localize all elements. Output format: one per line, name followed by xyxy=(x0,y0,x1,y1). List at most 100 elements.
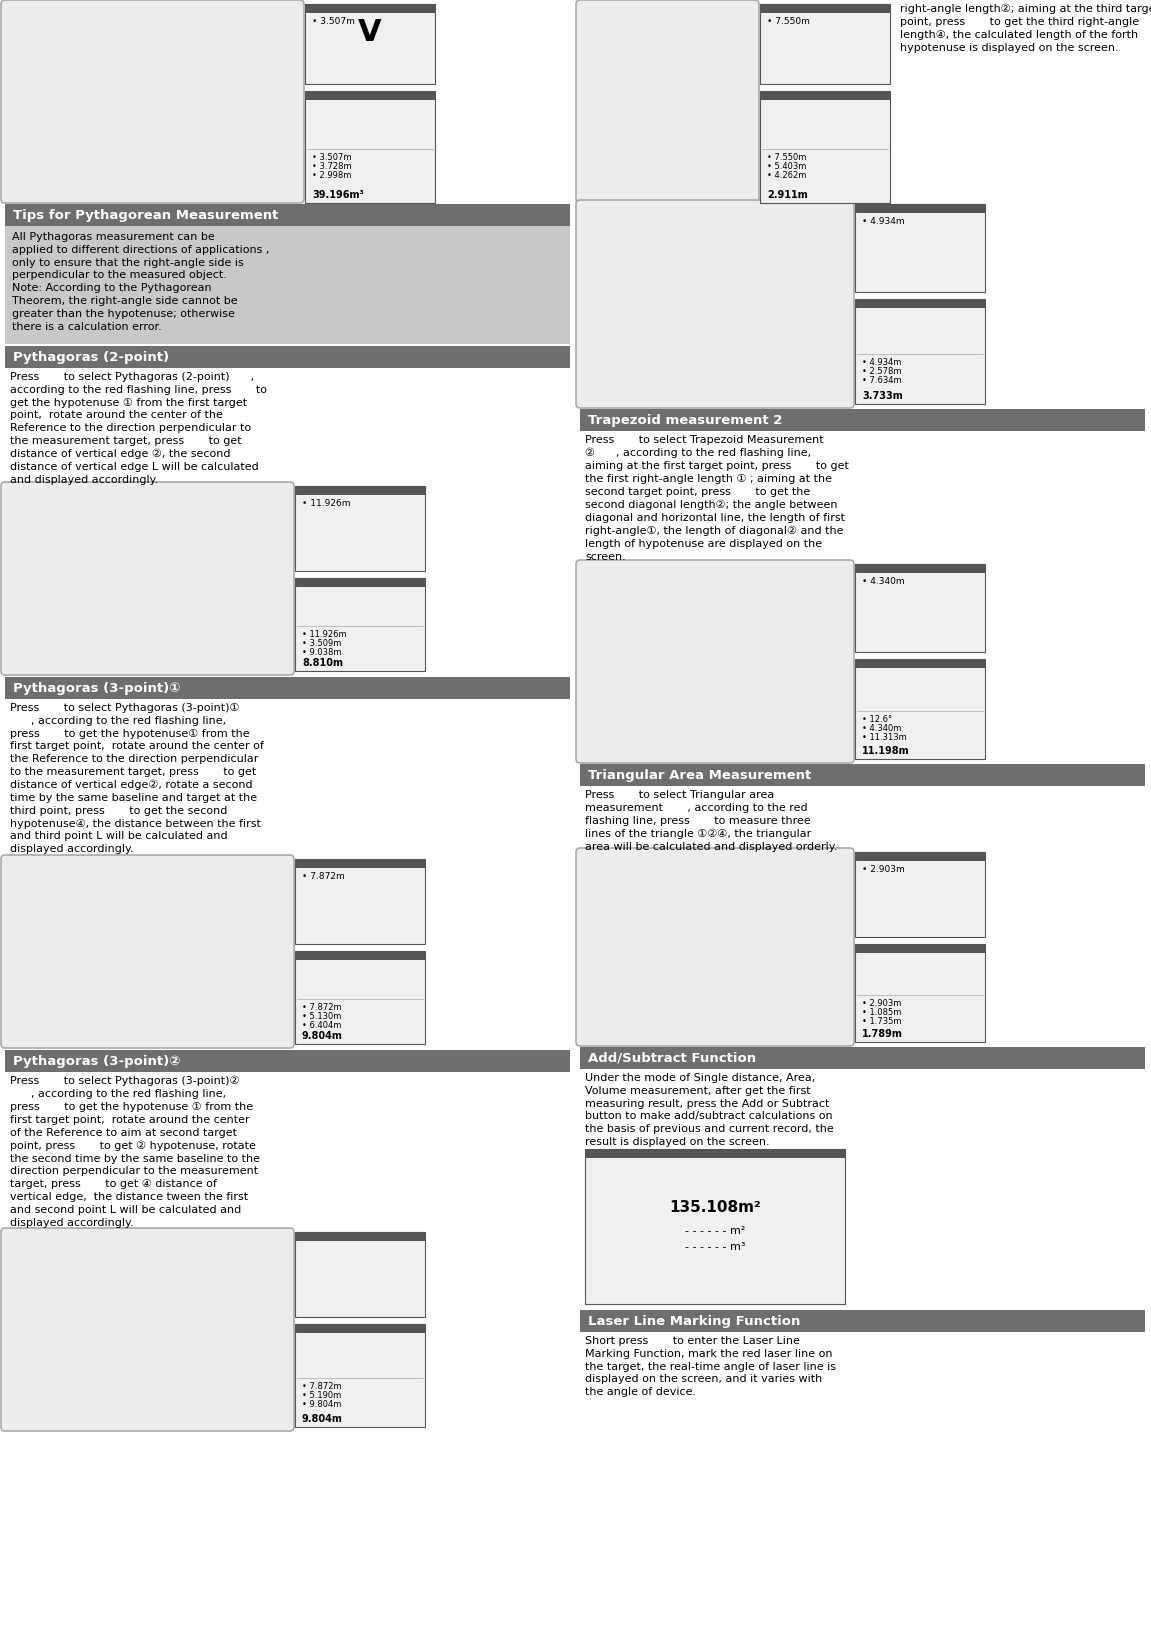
Text: All Pythagoras measurement can be
applied to different directions of application: All Pythagoras measurement can be applie… xyxy=(12,232,269,331)
Text: • 9.038m: • 9.038m xyxy=(302,649,342,657)
Bar xyxy=(305,3,435,84)
Bar xyxy=(305,3,435,13)
Text: Tips for Pythagorean Measurement: Tips for Pythagorean Measurement xyxy=(13,209,279,222)
Bar xyxy=(295,578,425,588)
Text: • 3.728m: • 3.728m xyxy=(312,163,351,171)
Text: • 4.262m: • 4.262m xyxy=(767,171,807,181)
Bar xyxy=(295,859,425,945)
Bar xyxy=(5,677,570,700)
Text: Laser Line Marking Function: Laser Line Marking Function xyxy=(588,1315,800,1328)
Text: 3.733m: 3.733m xyxy=(862,392,902,402)
Text: • 3.509m: • 3.509m xyxy=(302,639,342,649)
Text: • 1.085m: • 1.085m xyxy=(862,1007,901,1017)
Text: - - - - - - m²: - - - - - - m² xyxy=(685,1226,745,1236)
Bar xyxy=(295,859,425,867)
Text: • 3.507m: • 3.507m xyxy=(312,16,355,26)
Text: • 1.735m: • 1.735m xyxy=(862,1017,901,1025)
FancyBboxPatch shape xyxy=(576,848,854,1045)
Bar xyxy=(760,3,890,84)
Text: • 5.403m: • 5.403m xyxy=(767,163,807,171)
Text: Press       to select Pythagoras (2-point)      ,
according to the red flashing : Press to select Pythagoras (2-point) , a… xyxy=(10,372,267,486)
FancyBboxPatch shape xyxy=(1,482,294,675)
Bar xyxy=(855,565,985,652)
Text: Pythagoras (2-point): Pythagoras (2-point) xyxy=(13,351,169,364)
Text: Press       to select Triangular area
measurement       , according to the red
f: Press to select Triangular area measurem… xyxy=(585,790,838,851)
Text: right-angle length②; aiming at the third target
point, press       to get the th: right-angle length②; aiming at the third… xyxy=(900,3,1151,53)
Bar xyxy=(580,1047,1145,1068)
Text: Short press       to enter the Laser Line
Marking Function, mark the red laser l: Short press to enter the Laser Line Mark… xyxy=(585,1337,836,1397)
Text: - - - - - - m³: - - - - - - m³ xyxy=(685,1241,745,1253)
Text: • 7.550m: • 7.550m xyxy=(767,16,810,26)
Bar xyxy=(760,91,890,100)
Text: Under the mode of Single distance, Area,
Volume measurement, after get the first: Under the mode of Single distance, Area,… xyxy=(585,1073,833,1147)
Bar xyxy=(855,658,985,759)
Bar xyxy=(585,1149,845,1304)
Bar xyxy=(305,91,435,202)
Text: • 7.872m: • 7.872m xyxy=(302,1381,342,1391)
Bar xyxy=(580,764,1145,787)
Text: • 6.404m: • 6.404m xyxy=(302,1022,342,1030)
Text: Triangular Area Measurement: Triangular Area Measurement xyxy=(588,769,811,782)
Text: Press       to select Pythagoras (3-point)②
      , according to the red flashin: Press to select Pythagoras (3-point)② , … xyxy=(10,1076,260,1228)
Bar xyxy=(580,408,1145,431)
Text: • 5.190m: • 5.190m xyxy=(302,1391,341,1399)
Text: 1.789m: 1.789m xyxy=(862,1029,902,1039)
Text: • 12.6°: • 12.6° xyxy=(862,714,892,724)
Text: Trapezoid measurement 2: Trapezoid measurement 2 xyxy=(588,413,783,426)
Bar xyxy=(5,1050,570,1072)
Text: 11.198m: 11.198m xyxy=(862,746,909,756)
Bar xyxy=(295,486,425,571)
Bar xyxy=(855,300,985,403)
Bar xyxy=(295,951,425,1044)
Text: Press       to select Pythagoras (3-point)①
      , according to the red flashin: Press to select Pythagoras (3-point)① , … xyxy=(10,703,264,854)
Text: Add/Subtract Function: Add/Subtract Function xyxy=(588,1052,756,1065)
Text: • 2.903m: • 2.903m xyxy=(862,999,901,1007)
FancyBboxPatch shape xyxy=(576,560,854,764)
Text: Pythagoras (3-point)②: Pythagoras (3-point)② xyxy=(13,1055,181,1068)
Text: • 7.634m: • 7.634m xyxy=(862,375,901,385)
Text: Press       to select Trapezoid Measurement
②      , according to the red flashi: Press to select Trapezoid Measurement ② … xyxy=(585,435,849,561)
Text: • 7.872m: • 7.872m xyxy=(302,1004,342,1012)
FancyBboxPatch shape xyxy=(1,0,304,202)
Text: 9.804m: 9.804m xyxy=(302,1414,343,1424)
Bar xyxy=(760,91,890,202)
Bar xyxy=(585,1149,845,1159)
Text: • 7.872m: • 7.872m xyxy=(302,872,345,881)
Text: • 11.926m: • 11.926m xyxy=(302,499,351,509)
Bar xyxy=(5,346,570,369)
Text: • 5.130m: • 5.130m xyxy=(302,1012,342,1022)
Text: V: V xyxy=(358,18,382,46)
FancyBboxPatch shape xyxy=(576,0,759,202)
Text: 9.804m: 9.804m xyxy=(302,1030,343,1040)
Bar xyxy=(295,1231,425,1317)
Bar xyxy=(855,853,985,861)
Bar xyxy=(295,1323,425,1333)
Bar xyxy=(295,1231,425,1241)
Bar xyxy=(305,91,435,100)
Bar xyxy=(580,1310,1145,1332)
Text: • 9.804m: • 9.804m xyxy=(302,1399,342,1409)
Text: • 4.340m: • 4.340m xyxy=(862,578,905,586)
FancyBboxPatch shape xyxy=(576,201,854,408)
Text: • 3.507m: • 3.507m xyxy=(312,153,351,163)
Bar xyxy=(855,204,985,212)
Bar xyxy=(295,1323,425,1427)
Bar xyxy=(5,204,570,226)
Text: • 2.903m: • 2.903m xyxy=(862,866,905,874)
Bar xyxy=(295,951,425,960)
Text: • 2.578m: • 2.578m xyxy=(862,367,901,375)
Text: • 4.934m: • 4.934m xyxy=(862,357,901,367)
Text: • 11.313m: • 11.313m xyxy=(862,732,907,742)
FancyBboxPatch shape xyxy=(1,1228,294,1430)
Text: 135.108m²: 135.108m² xyxy=(669,1200,761,1215)
Bar xyxy=(5,226,570,344)
Text: • 11.926m: • 11.926m xyxy=(302,630,346,639)
Text: • 4.340m: • 4.340m xyxy=(862,724,901,732)
Text: • 2.998m: • 2.998m xyxy=(312,171,351,181)
Text: 39.196m³: 39.196m³ xyxy=(312,189,364,201)
Bar xyxy=(295,578,425,672)
Bar xyxy=(855,658,985,668)
Bar xyxy=(855,300,985,308)
Bar xyxy=(855,945,985,1042)
Text: Pythagoras (3-point)①: Pythagoras (3-point)① xyxy=(13,681,181,695)
